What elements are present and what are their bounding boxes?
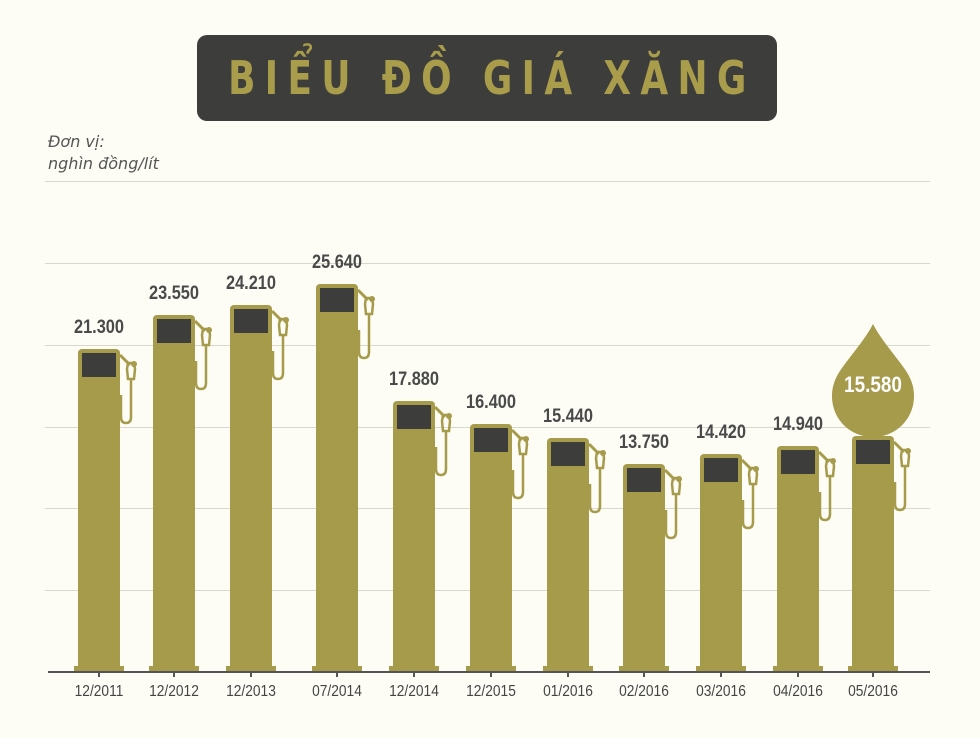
unit-label-line1: Đơn vị:	[48, 132, 105, 151]
x-axis-label: 03/2016	[696, 683, 746, 700]
x-axis-label: 02/2016	[619, 683, 669, 700]
unit-label: Đơn vị: nghìn đồng/lít	[48, 131, 159, 175]
bar-value-label: 15.440	[543, 406, 593, 427]
x-axis	[48, 671, 930, 673]
fuel-pump-icon	[772, 446, 842, 672]
fuel-pump-icon	[542, 438, 612, 672]
fuel-pump-icon	[847, 436, 917, 672]
x-axis-tick	[250, 673, 252, 677]
x-axis-label: 12/2013	[226, 683, 276, 700]
grid-line	[45, 263, 930, 264]
fuel-pump-icon	[311, 284, 381, 672]
bar-value-label: 24.210	[226, 273, 276, 294]
x-axis-tick	[567, 673, 569, 677]
x-axis-label: 01/2016	[543, 683, 593, 700]
x-axis-label: 12/2014	[389, 683, 439, 700]
bar-value-label: 16.400	[466, 392, 516, 413]
x-axis-tick	[797, 673, 799, 677]
x-axis-tick	[490, 673, 492, 677]
fuel-pump-icon	[73, 349, 143, 672]
bar-value-label: 25.640	[312, 252, 362, 273]
highlight-value: 15.580	[844, 372, 902, 397]
x-axis-tick	[720, 673, 722, 677]
x-axis-tick	[98, 673, 100, 677]
unit-label-line2: nghìn đồng/lít	[48, 154, 159, 173]
x-axis-label: 12/2012	[149, 683, 199, 700]
fuel-pump-icon	[148, 315, 218, 672]
x-axis-tick	[643, 673, 645, 677]
chart-title: BIỂU ĐỒ GIÁ XĂNG	[227, 51, 756, 105]
x-axis-tick	[173, 673, 175, 677]
grid-line	[45, 181, 930, 182]
fuel-pump-icon	[618, 464, 688, 672]
bar-value-label: 21.300	[74, 317, 124, 338]
bar-value-label: 14.940	[773, 414, 823, 435]
x-axis-tick	[336, 673, 338, 677]
x-axis-tick	[413, 673, 415, 677]
grid-line	[45, 345, 930, 346]
x-axis-label: 12/2011	[74, 683, 124, 700]
fuel-pump-icon	[695, 454, 765, 672]
x-axis-label: 05/2016	[848, 683, 898, 700]
bar-value-label: 14.420	[696, 422, 746, 443]
x-axis-label: 04/2016	[773, 683, 823, 700]
fuel-pump-icon	[225, 305, 295, 672]
x-axis-tick	[872, 673, 874, 677]
x-axis-label: 07/2014	[312, 683, 362, 700]
bar-value-label: 23.550	[149, 283, 199, 304]
fuel-pump-icon	[388, 401, 458, 672]
x-axis-label: 12/2015	[466, 683, 516, 700]
oil-drop-icon	[832, 324, 914, 437]
bar-value-label: 17.880	[389, 369, 439, 390]
title-banner: BIỂU ĐỒ GIÁ XĂNG	[197, 35, 777, 121]
fuel-pump-icon	[465, 424, 535, 672]
bar-value-label: 13.750	[619, 432, 669, 453]
